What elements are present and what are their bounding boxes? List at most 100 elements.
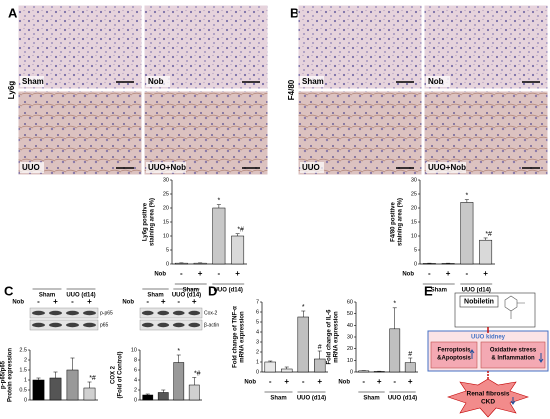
group-label: Sham — [270, 396, 286, 402]
significance: *# — [89, 375, 96, 382]
y-tick-label: 50 — [347, 311, 353, 317]
bar — [422, 263, 436, 265]
bar — [314, 358, 326, 373]
group-label: UUO (d14) — [214, 288, 243, 294]
blot-band — [141, 322, 154, 328]
bar — [142, 394, 154, 401]
stain-label: Ly6g — [7, 81, 16, 99]
y-axis-label: mRNA expression — [240, 311, 246, 363]
blot — [139, 319, 203, 331]
y-axis-label: Fold change of IL-6 — [327, 309, 333, 365]
factor-label: Nob — [402, 272, 414, 278]
y-tick-label: 0 — [350, 369, 353, 375]
y-tick-label: 2 — [256, 349, 259, 355]
y-tick-label: 25 — [411, 191, 417, 197]
bar — [193, 262, 207, 265]
label-bg — [426, 76, 450, 87]
y-tick-label: 5 — [414, 247, 417, 253]
bar — [188, 384, 200, 401]
blot — [29, 319, 99, 331]
x-tick-label: - — [177, 297, 180, 306]
y-tick-label: 1 — [256, 359, 259, 365]
x-tick-label: + — [284, 377, 289, 386]
y-axis-label: Ly6g positive — [143, 202, 149, 241]
x-tick-label: - — [146, 297, 149, 306]
y-tick-label: 15 — [411, 219, 417, 225]
y-axis-label: p-p65/p65 — [1, 360, 7, 389]
bar — [264, 361, 276, 373]
y-tick-label: 2.5 — [19, 347, 27, 353]
bar — [231, 235, 245, 265]
micrograph — [297, 90, 423, 176]
bar — [460, 202, 474, 265]
label-bg — [20, 76, 44, 87]
y-axis-label: COX 2 — [111, 365, 117, 384]
y-axis-label: Fold change of TNF-α — [233, 306, 239, 368]
y-tick-label: 10 — [411, 233, 417, 239]
y-axis-label: (Fold of Control) — [118, 352, 124, 399]
diagram-text: Renal fibrosis — [467, 391, 510, 398]
bar — [157, 392, 169, 401]
y-tick-label: 25 — [163, 191, 169, 197]
micrograph — [297, 4, 423, 90]
x-tick-label: - — [393, 377, 396, 386]
x-tick-label: + — [53, 297, 58, 306]
group-label: Sham — [183, 288, 199, 294]
blot-band — [141, 310, 154, 316]
blot-band — [157, 322, 170, 328]
factor-label: Nob — [12, 300, 24, 306]
y-tick-label: 30 — [347, 334, 353, 340]
micrograph-label: Nob — [148, 77, 164, 86]
group-label: Sham — [39, 293, 55, 299]
band-label: β-actin — [204, 322, 219, 328]
significance: * — [218, 197, 221, 204]
stain-label: F4/80 — [287, 79, 296, 100]
factor-label: Nob — [122, 300, 134, 306]
blot-band — [32, 310, 45, 316]
micrograph-label: Sham — [22, 77, 44, 86]
y-tick-label: 3 — [256, 339, 259, 345]
bar — [404, 362, 416, 373]
y-tick-label: 15 — [163, 219, 169, 225]
y-tick-label: 8 — [134, 357, 137, 363]
bar — [358, 370, 370, 373]
y-axis-label: staining area (%) — [398, 198, 404, 246]
significance: *# — [194, 370, 201, 377]
y-tick-label: 0 — [24, 397, 27, 403]
bar — [32, 379, 45, 401]
x-tick-label: + — [408, 377, 413, 386]
y-tick-label: 10 — [347, 358, 353, 364]
factor-label: Nob — [338, 380, 350, 386]
factor-label: Nob — [244, 380, 256, 386]
micrograph-label: Sham — [302, 77, 324, 86]
significance: * — [393, 301, 396, 308]
y-tick-label: 4 — [256, 329, 259, 335]
x-tick-label: + — [235, 269, 240, 278]
y-tick-label: 60 — [347, 299, 353, 305]
y-axis-label: Protein expression — [8, 348, 14, 402]
group-label: Sham — [363, 396, 379, 402]
label-bg — [146, 76, 170, 87]
group-label: UUO (d14) — [297, 396, 326, 402]
diagram-text: Oxidative stress — [490, 348, 537, 354]
panel-label: C — [4, 283, 14, 298]
blot-band — [66, 310, 79, 316]
y-tick-label: 20 — [411, 205, 417, 211]
group-label: UUO (d14) — [172, 293, 201, 299]
diagram-text: CKD — [481, 399, 495, 406]
x-tick-label: - — [180, 269, 183, 278]
group-label: UUO (d14) — [462, 288, 491, 294]
micrograph — [423, 90, 549, 176]
group-label: Sham — [431, 288, 447, 294]
y-tick-label: 0 — [256, 369, 259, 375]
blot-band — [188, 310, 201, 316]
micrograph — [17, 90, 143, 176]
blot-band — [49, 322, 62, 328]
bar — [49, 377, 62, 401]
diagram-text: Ferroptosis — [437, 348, 471, 354]
y-tick-label: 5 — [166, 247, 169, 253]
y-tick-label: 20 — [163, 205, 169, 211]
band-label: Cox-2 — [204, 310, 218, 316]
micrograph-label: UUO+Nob — [428, 163, 466, 172]
